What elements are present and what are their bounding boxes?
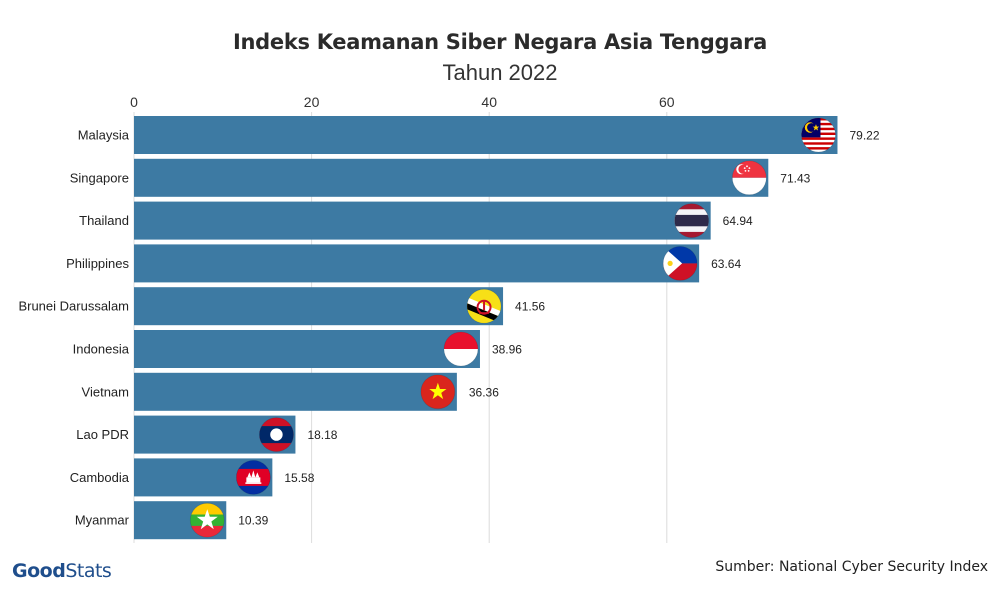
x-tick-label: 60 [659, 94, 675, 110]
category-label: Lao PDR [76, 427, 129, 442]
bar-indonesia [134, 330, 480, 368]
x-tick-label: 0 [130, 94, 138, 110]
x-tick-label: 20 [304, 94, 320, 110]
singapore-flag-icon [732, 161, 766, 195]
vietnam-flag-icon [421, 375, 455, 409]
value-label: 10.39 [238, 514, 268, 528]
category-label: Philippines [66, 256, 129, 271]
category-label: Indonesia [73, 342, 130, 357]
cambodia-flag-icon [236, 460, 270, 494]
value-label: 79.22 [849, 129, 879, 143]
malaysia-flag-icon [801, 118, 835, 152]
bar-malaysia [134, 116, 837, 154]
value-label: 64.94 [723, 214, 753, 228]
value-label: 71.43 [780, 171, 810, 185]
category-label: Cambodia [70, 470, 130, 485]
bar-singapore [134, 159, 768, 197]
value-label: 15.58 [284, 471, 314, 485]
source-note: Sumber: National Cyber Security Index [715, 559, 988, 575]
bar-philippines [134, 244, 699, 282]
value-label: 18.18 [307, 428, 337, 442]
bar-thailand [134, 202, 711, 240]
brand-name-light: Stats [65, 560, 111, 582]
value-label: 63.64 [711, 257, 741, 271]
category-label: Myanmar [75, 513, 130, 528]
brand-name-bold: Good [12, 560, 65, 582]
bar-vietnam [134, 373, 457, 411]
category-label: Malaysia [78, 128, 130, 143]
bar-brunei-darussalam [134, 287, 503, 325]
goodstats-logo: GoodStats [12, 560, 111, 582]
myanmar-flag-icon [190, 503, 224, 537]
category-label: Vietnam [82, 384, 129, 399]
category-label: Thailand [79, 213, 129, 228]
value-label: 38.96 [492, 343, 522, 357]
thailand-flag-icon [675, 204, 709, 238]
philippines-flag-icon [663, 246, 697, 280]
value-label: 41.56 [515, 300, 545, 314]
category-label: Singapore [70, 170, 129, 185]
value-label: 36.36 [469, 385, 499, 399]
brunei-flag-icon [467, 289, 501, 323]
category-label: Brunei Darussalam [18, 299, 129, 314]
laos-flag-icon [259, 418, 293, 452]
indonesia-flag-icon [444, 332, 478, 366]
x-tick-label: 40 [481, 94, 497, 110]
